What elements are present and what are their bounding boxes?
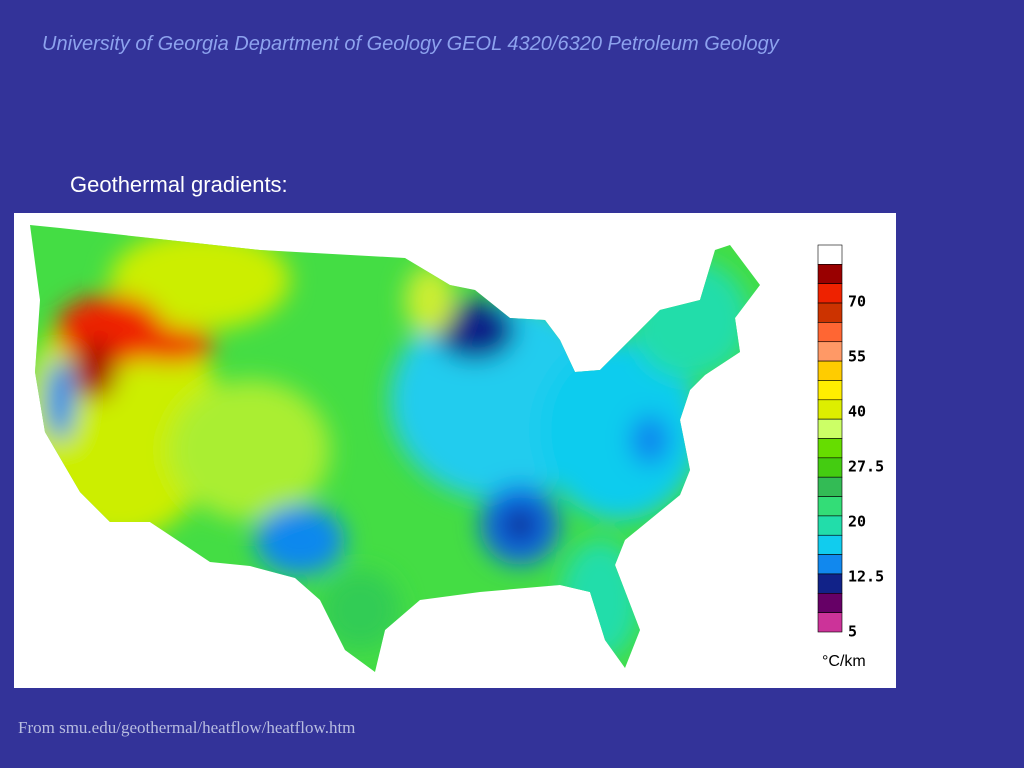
legend-swatch [817, 244, 843, 265]
legend-label: 12.5 [848, 568, 884, 586]
legend-swatch [817, 322, 843, 343]
legend-label: 70 [848, 293, 866, 311]
legend-label: 20 [848, 513, 866, 531]
legend-swatch [817, 341, 843, 362]
legend-swatch [817, 573, 843, 594]
slide-title: University of Georgia Department of Geol… [42, 33, 779, 55]
legend-swatch [817, 380, 843, 401]
legend-label: 27.5 [848, 458, 884, 476]
legend-swatch [817, 302, 843, 323]
heading: Geothermal gradients: [70, 172, 288, 197]
legend-label: 55 [848, 348, 866, 366]
legend-swatch [817, 554, 843, 575]
legend: 70 55 40 27.5 20 12.5 5 °C/km [817, 244, 884, 670]
source-note: From smu.edu/geothermal/heatflow/heatflo… [18, 718, 356, 737]
legend-swatch [817, 418, 843, 439]
legend-swatch [817, 438, 843, 459]
legend-swatch [817, 476, 843, 497]
legend-unit: °C/km [822, 653, 866, 670]
legend-label: 5 [848, 623, 857, 641]
legend-swatch [817, 515, 843, 536]
legend-swatch [817, 264, 843, 285]
legend-label: 40 [848, 403, 866, 421]
legend-swatch [817, 496, 843, 517]
legend-swatch [817, 283, 843, 304]
legend-swatch [817, 592, 843, 613]
legend-swatch [817, 612, 843, 633]
legend-swatch [817, 457, 843, 478]
map-figure: 70 55 40 27.5 20 12.5 5 °C/km [14, 213, 896, 688]
legend-swatch [817, 399, 843, 420]
legend-swatch [817, 360, 843, 381]
legend-swatch [817, 534, 843, 555]
